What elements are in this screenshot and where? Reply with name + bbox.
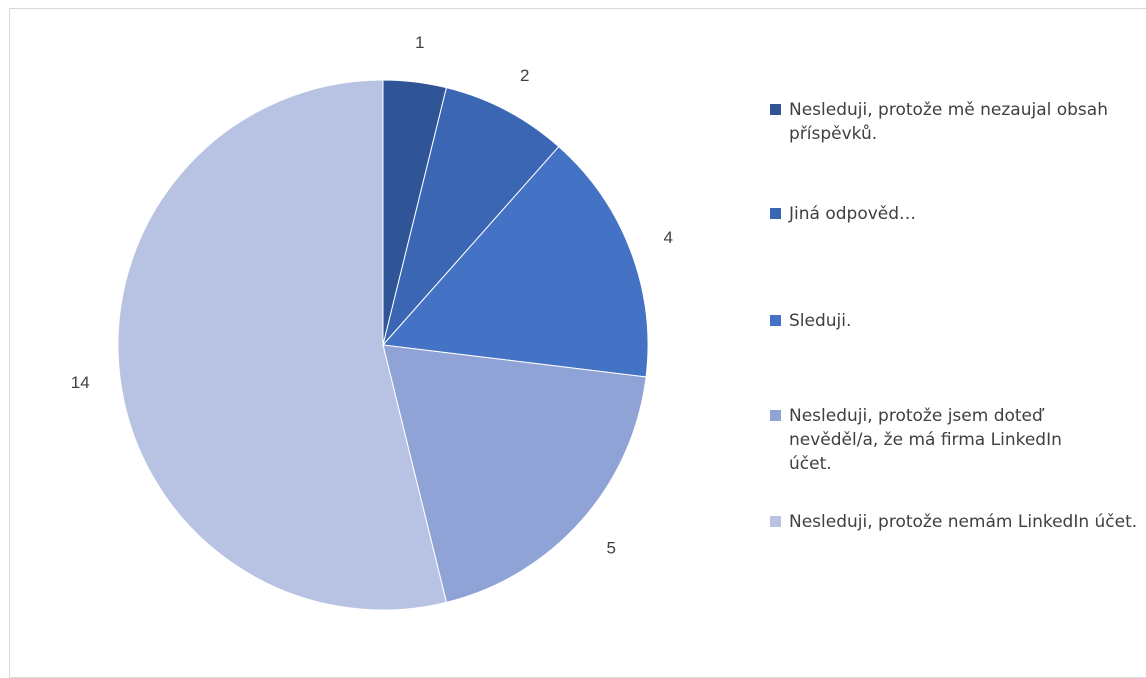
legend-label: Nesleduji, protože jsem doteď nevěděl/a,… [789, 404, 1109, 476]
data-label: 2 [520, 66, 529, 85]
legend-item-nezaujal: Nesleduji, protože mě nezaujal obsah pří… [770, 98, 1134, 146]
legend-label: Nesleduji, protože mě nezaujal obsah pří… [789, 98, 1134, 146]
legend-item-sleduji: Sleduji. [770, 309, 1134, 333]
legend-item-nevedel: Nesleduji, protože jsem doteď nevěděl/a,… [770, 404, 1109, 476]
legend-swatch [770, 516, 781, 527]
legend-swatch [770, 208, 781, 219]
data-label: 14 [71, 373, 90, 392]
legend-label: Sleduji. [789, 309, 1134, 333]
legend-item-nemam: Nesleduji, protože nemám LinkedIn účet. [770, 510, 1141, 534]
legend-swatch [770, 410, 781, 421]
legend-swatch [770, 104, 781, 115]
legend-swatch [770, 315, 781, 326]
data-label: 4 [663, 228, 672, 247]
legend-item-jina: Jiná odpověd… [770, 202, 1134, 226]
data-label: 5 [607, 538, 616, 557]
legend-label: Nesleduji, protože nemám LinkedIn účet. [789, 510, 1141, 534]
data-label: 1 [415, 33, 424, 52]
legend-label: Jiná odpověd… [789, 202, 1134, 226]
